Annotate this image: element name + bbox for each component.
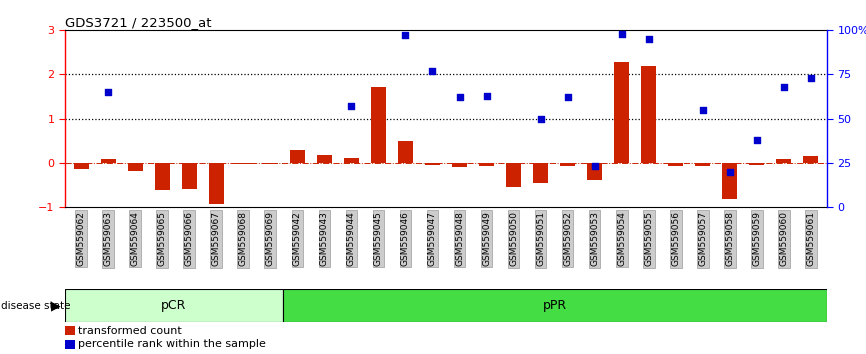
Text: transformed count: transformed count xyxy=(78,326,182,336)
Text: GSM559064: GSM559064 xyxy=(131,211,139,266)
Text: GSM559046: GSM559046 xyxy=(401,211,410,266)
Text: GSM559042: GSM559042 xyxy=(293,211,302,266)
Text: GSM559054: GSM559054 xyxy=(617,211,626,266)
Bar xyxy=(155,163,170,190)
Bar xyxy=(452,163,467,167)
Text: GSM559061: GSM559061 xyxy=(806,211,815,266)
Bar xyxy=(65,289,282,322)
Point xyxy=(615,31,629,36)
Bar xyxy=(506,163,521,187)
Bar xyxy=(290,149,305,163)
Bar xyxy=(128,163,143,171)
Bar xyxy=(614,62,629,163)
Point xyxy=(560,95,574,100)
Bar xyxy=(425,163,440,165)
Text: GSM559050: GSM559050 xyxy=(509,211,518,266)
Bar xyxy=(641,67,656,163)
Text: GSM559052: GSM559052 xyxy=(563,211,572,266)
Text: GSM559057: GSM559057 xyxy=(698,211,708,266)
Bar xyxy=(749,163,764,166)
Text: GSM559047: GSM559047 xyxy=(428,211,437,266)
Bar xyxy=(669,163,683,166)
Bar xyxy=(804,156,818,163)
Bar xyxy=(533,163,548,183)
Point xyxy=(777,84,791,90)
Bar xyxy=(695,163,710,166)
Bar xyxy=(74,163,88,169)
Text: GSM559069: GSM559069 xyxy=(266,211,275,266)
Text: GSM559045: GSM559045 xyxy=(374,211,383,266)
Text: GSM559060: GSM559060 xyxy=(779,211,788,266)
Text: GSM559056: GSM559056 xyxy=(671,211,680,266)
Bar xyxy=(209,163,223,204)
Text: ▶: ▶ xyxy=(51,299,61,312)
Text: GSM559044: GSM559044 xyxy=(347,211,356,266)
Text: GSM559062: GSM559062 xyxy=(77,211,86,266)
Point xyxy=(480,93,494,98)
Point xyxy=(533,116,547,121)
Text: GDS3721 / 223500_at: GDS3721 / 223500_at xyxy=(65,16,211,29)
Point xyxy=(804,75,818,81)
Point xyxy=(453,95,467,100)
Text: GSM559043: GSM559043 xyxy=(320,211,329,266)
Bar xyxy=(479,163,494,166)
Text: pPR: pPR xyxy=(543,299,567,312)
Text: GSM559049: GSM559049 xyxy=(482,211,491,266)
Text: GSM559065: GSM559065 xyxy=(158,211,167,266)
Text: disease state: disease state xyxy=(1,301,70,310)
Text: GSM559066: GSM559066 xyxy=(184,211,194,266)
Text: GSM559067: GSM559067 xyxy=(212,211,221,266)
Point xyxy=(588,164,602,169)
Point xyxy=(750,137,764,143)
Bar xyxy=(398,141,413,163)
Bar xyxy=(100,159,116,163)
Text: GSM559068: GSM559068 xyxy=(239,211,248,266)
Point xyxy=(101,89,115,95)
Point xyxy=(345,103,359,109)
Text: pCR: pCR xyxy=(161,299,186,312)
Bar xyxy=(560,163,575,166)
Text: GSM559063: GSM559063 xyxy=(104,211,113,266)
Bar xyxy=(722,163,737,199)
Text: GSM559055: GSM559055 xyxy=(644,211,653,266)
Bar xyxy=(282,289,827,322)
Point xyxy=(398,33,412,38)
Bar xyxy=(263,163,278,164)
Point xyxy=(425,68,439,74)
Text: GSM559048: GSM559048 xyxy=(455,211,464,266)
Bar xyxy=(236,163,251,164)
Text: GSM559051: GSM559051 xyxy=(536,211,545,266)
Text: GSM559058: GSM559058 xyxy=(725,211,734,266)
Point xyxy=(723,169,737,175)
Bar xyxy=(776,159,792,163)
Text: percentile rank within the sample: percentile rank within the sample xyxy=(78,339,266,349)
Bar xyxy=(344,158,359,163)
Bar xyxy=(371,87,386,163)
Bar xyxy=(317,155,332,163)
Point xyxy=(695,107,709,113)
Point xyxy=(642,36,656,42)
Bar xyxy=(182,163,197,188)
Bar xyxy=(587,163,602,180)
Text: GSM559059: GSM559059 xyxy=(753,211,761,266)
Text: GSM559053: GSM559053 xyxy=(590,211,599,266)
